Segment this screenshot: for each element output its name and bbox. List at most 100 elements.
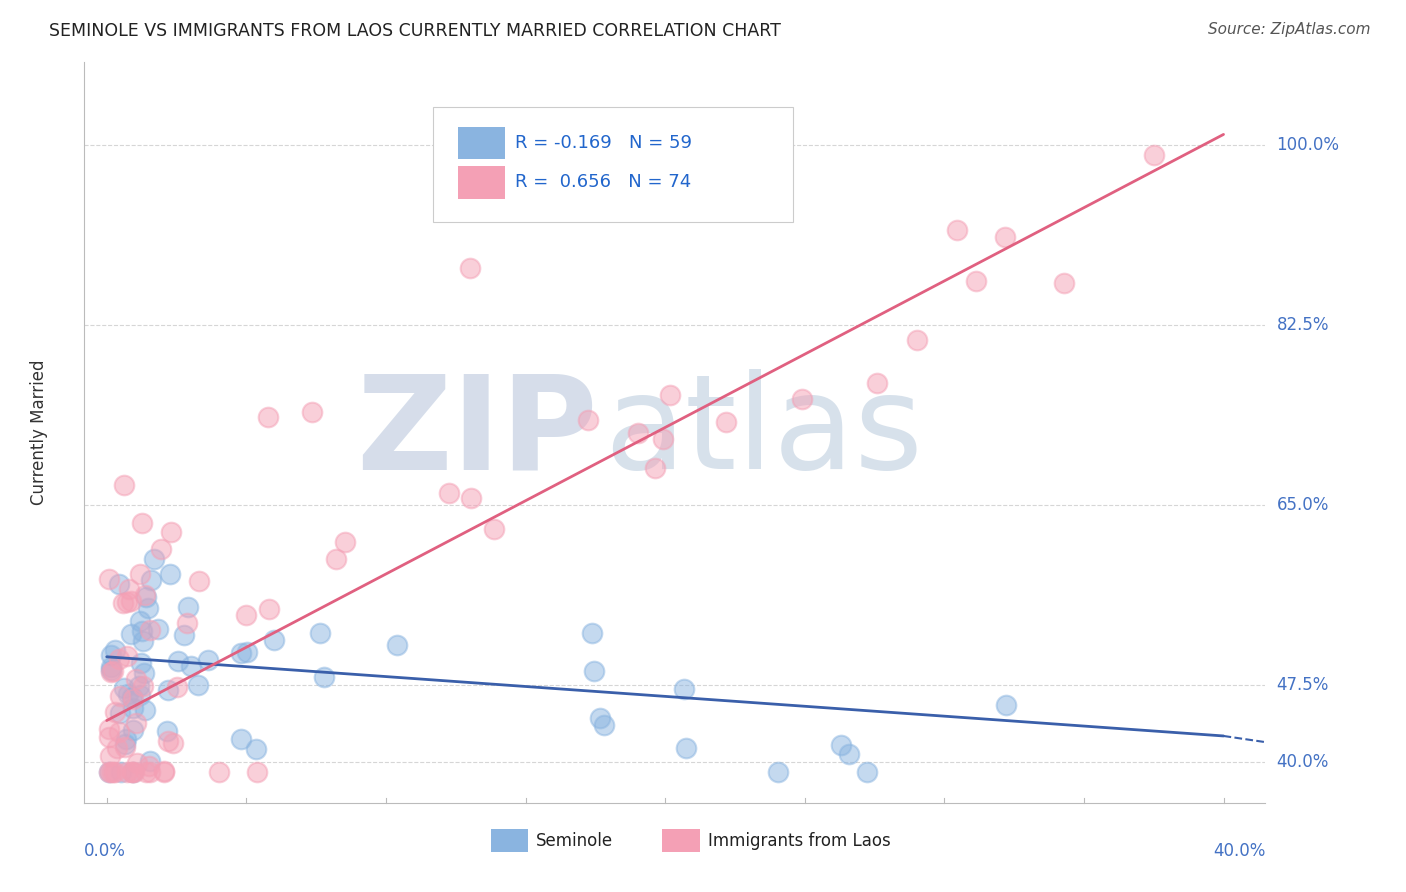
Point: [830, 738, 852, 752]
Text: R =  0.656   N = 74: R = 0.656 N = 74: [516, 173, 692, 192]
Point: [124, 764, 146, 779]
Point: [104, 705, 127, 719]
Point: [152, 764, 174, 778]
Point: [131, 624, 153, 638]
Point: [592, 718, 614, 732]
Point: [108, 576, 131, 591]
Point: [229, 646, 252, 660]
Point: [121, 764, 143, 779]
Point: [121, 700, 143, 714]
Point: [121, 764, 143, 779]
Point: [333, 534, 356, 549]
Point: [98, 572, 121, 586]
Point: [100, 659, 122, 673]
Point: [143, 552, 166, 566]
Point: [134, 703, 156, 717]
Point: [138, 759, 160, 773]
Point: [120, 594, 142, 608]
Point: [128, 567, 150, 582]
Point: [98, 764, 121, 779]
Point: [112, 478, 135, 492]
Point: [458, 261, 481, 276]
Text: Immigrants from Laos: Immigrants from Laos: [709, 831, 890, 849]
Point: [135, 591, 157, 605]
Point: [582, 664, 605, 678]
Point: [125, 715, 148, 730]
Point: [965, 274, 987, 288]
Point: [325, 552, 347, 566]
Point: [111, 596, 134, 610]
Point: [439, 486, 461, 500]
FancyBboxPatch shape: [457, 127, 505, 160]
Point: [236, 645, 259, 659]
Point: [589, 711, 612, 725]
Text: 0.0%: 0.0%: [84, 842, 127, 860]
Text: ZIP: ZIP: [357, 369, 598, 496]
Point: [115, 648, 138, 663]
Point: [108, 706, 131, 721]
Point: [121, 692, 143, 706]
Point: [994, 230, 1017, 244]
Point: [121, 690, 143, 704]
Point: [100, 764, 122, 779]
Point: [114, 731, 136, 746]
Point: [187, 678, 209, 692]
Point: [122, 723, 145, 737]
Point: [120, 626, 142, 640]
Point: [387, 638, 409, 652]
Point: [129, 688, 152, 702]
Point: [129, 615, 152, 629]
Point: [187, 574, 209, 588]
Point: [118, 582, 141, 596]
Point: [229, 731, 252, 746]
Point: [644, 461, 666, 475]
Point: [114, 737, 136, 751]
Point: [866, 376, 889, 390]
Point: [159, 566, 181, 581]
Point: [460, 491, 482, 505]
Point: [103, 764, 125, 779]
Point: [257, 602, 280, 616]
Point: [110, 764, 132, 779]
Point: [105, 740, 128, 755]
Point: [155, 723, 177, 738]
Point: [127, 756, 149, 770]
Point: [301, 404, 323, 418]
Point: [308, 626, 330, 640]
Point: [658, 388, 681, 402]
Text: 65.0%: 65.0%: [1277, 496, 1329, 514]
Point: [115, 595, 138, 609]
Text: Currently Married: Currently Married: [31, 359, 48, 506]
Point: [157, 682, 180, 697]
Point: [139, 623, 162, 637]
Point: [673, 681, 696, 696]
Point: [177, 599, 200, 614]
Point: [578, 413, 600, 427]
FancyBboxPatch shape: [491, 830, 529, 852]
Point: [905, 333, 928, 347]
Text: 40.0%: 40.0%: [1277, 753, 1329, 771]
Text: 47.5%: 47.5%: [1277, 675, 1329, 694]
Point: [263, 633, 285, 648]
Point: [1143, 148, 1166, 162]
Point: [627, 426, 650, 441]
Point: [101, 664, 124, 678]
Point: [129, 656, 152, 670]
Point: [139, 574, 162, 588]
Point: [312, 670, 335, 684]
Point: [245, 742, 267, 756]
Point: [121, 764, 143, 779]
Point: [176, 615, 198, 630]
Point: [100, 648, 122, 662]
Point: [180, 658, 202, 673]
Point: [98, 722, 121, 736]
Point: [856, 764, 879, 779]
Point: [257, 410, 280, 425]
Point: [135, 764, 157, 779]
Point: [208, 764, 231, 779]
Point: [156, 733, 179, 747]
Point: [197, 653, 219, 667]
Point: [124, 672, 146, 686]
Point: [117, 687, 139, 701]
Text: Source: ZipAtlas.com: Source: ZipAtlas.com: [1208, 22, 1371, 37]
